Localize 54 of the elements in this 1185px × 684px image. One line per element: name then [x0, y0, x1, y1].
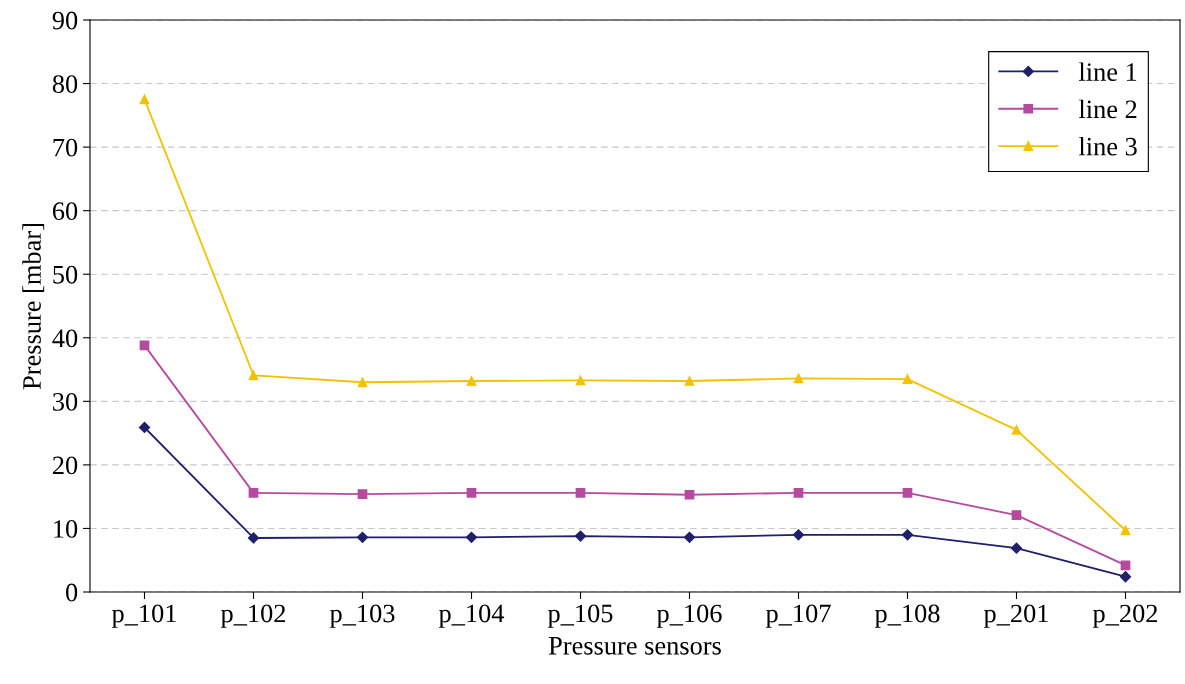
- x-tick-label: p_105: [547, 604, 613, 628]
- x-tick-label: p_202: [1092, 604, 1158, 628]
- point: [139, 94, 150, 105]
- y-tick-label: 50: [53, 265, 78, 284]
- point: [902, 374, 913, 384]
- point: [1010, 542, 1023, 554]
- point: [1120, 525, 1131, 536]
- y-tick-label: 70: [53, 138, 78, 157]
- point: [902, 487, 913, 498]
- legend-label: line 3: [1078, 136, 1137, 156]
- y-tick-label: 90: [52, 11, 78, 30]
- point: [1011, 425, 1022, 435]
- point: [357, 377, 368, 388]
- point: [1011, 510, 1022, 520]
- x-tick-label: p_102: [220, 604, 286, 628]
- x-tick-label: p_108: [874, 604, 940, 628]
- point: [247, 532, 260, 544]
- y-axis-title: Pressure [mbar]: [22, 224, 45, 390]
- point: [466, 376, 477, 386]
- point: [793, 373, 804, 384]
- point: [248, 487, 259, 498]
- x-tick-label: p_103: [329, 604, 395, 628]
- y-tick-label: 40: [52, 329, 78, 348]
- x-tick-label: p_101: [111, 604, 176, 628]
- y-tick-label: 30: [53, 392, 78, 411]
- point: [138, 421, 151, 433]
- point: [575, 375, 586, 386]
- point: [465, 531, 478, 543]
- legend-label: line 2: [1078, 99, 1137, 119]
- legend-label: line 1: [1078, 62, 1137, 81]
- point: [684, 489, 695, 500]
- y-tick-label: 80: [52, 75, 78, 93]
- point: [248, 370, 259, 381]
- y-tick-label: 10: [54, 520, 78, 538]
- point: [356, 531, 369, 543]
- x-axis-title: Pressure sensors: [548, 637, 721, 655]
- point: [683, 531, 696, 543]
- point: [574, 530, 587, 542]
- x-tick-label: p_107: [765, 604, 831, 628]
- y-tick-label: 60: [52, 202, 78, 221]
- x-tick-label: p_106: [656, 604, 722, 628]
- x-tick-label: p_201: [983, 604, 1048, 628]
- point: [357, 489, 368, 499]
- point: [792, 529, 805, 541]
- point: [793, 487, 804, 498]
- x-tick-label: p_104: [438, 604, 505, 628]
- y-tick-label: 20: [52, 456, 78, 475]
- point: [901, 529, 914, 541]
- point: [575, 487, 586, 498]
- point: [684, 376, 695, 386]
- point: [1119, 571, 1132, 583]
- point: [1120, 560, 1131, 571]
- point: [466, 487, 477, 498]
- y-tick-label: 0: [66, 583, 78, 602]
